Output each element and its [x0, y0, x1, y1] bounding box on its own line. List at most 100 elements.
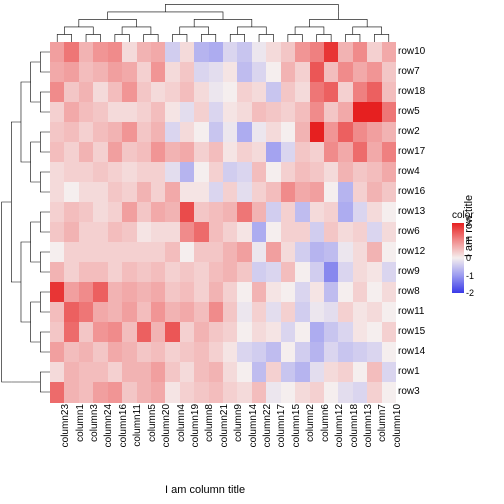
heatmap-cell [93, 322, 108, 343]
heatmap-cell [237, 62, 252, 83]
heatmap-cell [151, 302, 166, 323]
heatmap-cell [64, 302, 79, 323]
heatmap-cell [151, 162, 166, 183]
heatmap-cell [108, 182, 123, 203]
heatmap-cell [122, 62, 137, 83]
row-label: row6 [398, 226, 420, 237]
col-label: column8 [204, 404, 215, 460]
heatmap-cell [338, 342, 353, 363]
heatmap-cell [122, 122, 137, 143]
heatmap-cell [194, 382, 209, 403]
row-label: row12 [398, 246, 425, 257]
heatmap-cell [382, 322, 397, 343]
heatmap-cell [324, 162, 339, 183]
heatmap-cell [108, 142, 123, 163]
heatmap-cell [367, 222, 382, 243]
heatmap-cell [310, 42, 325, 63]
col-label: column9 [233, 404, 244, 460]
heatmap-cell [180, 62, 195, 83]
heatmap-cell [310, 242, 325, 263]
col-dendrogram [50, 0, 396, 42]
heatmap-cell [209, 242, 224, 263]
heatmap-cell [310, 282, 325, 303]
heatmap-cell [64, 262, 79, 283]
heatmap-cell [93, 382, 108, 403]
heatmap-cell [353, 242, 368, 263]
col-label: column6 [320, 404, 331, 460]
heatmap-cell [367, 142, 382, 163]
heatmap-cell [122, 202, 137, 223]
heatmap-cell [367, 282, 382, 303]
heatmap-cell [151, 142, 166, 163]
heatmap-cell [252, 362, 267, 383]
heatmap-cell [310, 202, 325, 223]
heatmap-cell [223, 122, 238, 143]
heatmap-cell [180, 282, 195, 303]
heatmap-cell [79, 222, 94, 243]
heatmap-cell [237, 322, 252, 343]
heatmap-cell [367, 202, 382, 223]
heatmap-cell [310, 262, 325, 283]
heatmap-cell [367, 322, 382, 343]
heatmap-cell [252, 382, 267, 403]
heatmap-cell [79, 322, 94, 343]
col-label: column4 [176, 404, 187, 460]
heatmap-cell [93, 102, 108, 123]
heatmap-cell [108, 62, 123, 83]
heatmap-cell [353, 322, 368, 343]
heatmap-cell [79, 162, 94, 183]
heatmap-cell [266, 102, 281, 123]
heatmap-cell [108, 282, 123, 303]
heatmap-cell [64, 42, 79, 63]
heatmap-cell [353, 262, 368, 283]
heatmap-cell [266, 82, 281, 103]
heatmap-cell [50, 242, 65, 263]
heatmap-cell [295, 182, 310, 203]
heatmap-cell [64, 142, 79, 163]
heatmap-cell [338, 302, 353, 323]
heatmap-cell [122, 222, 137, 243]
heatmap-cell [64, 122, 79, 143]
heatmap-grid [50, 42, 396, 402]
heatmap-cell [108, 222, 123, 243]
heatmap-cell [252, 162, 267, 183]
heatmap-cell [353, 142, 368, 163]
heatmap-cell [382, 182, 397, 203]
heatmap-cell [93, 142, 108, 163]
heatmap-cell [50, 162, 65, 183]
heatmap-cell [338, 62, 353, 83]
heatmap-cell [223, 162, 238, 183]
heatmap-cell [209, 122, 224, 143]
heatmap-cell [50, 142, 65, 163]
heatmap-cell [324, 142, 339, 163]
heatmap-cell [353, 82, 368, 103]
heatmap-cell [252, 242, 267, 263]
heatmap-cell [295, 382, 310, 403]
heatmap-cell [50, 262, 65, 283]
heatmap-cell [252, 302, 267, 323]
heatmap-cell [266, 382, 281, 403]
heatmap-cell [108, 262, 123, 283]
heatmap-cell [209, 62, 224, 83]
heatmap-cell [108, 322, 123, 343]
legend-tick: -1 [466, 271, 474, 281]
heatmap-cell [93, 82, 108, 103]
heatmap-cell [237, 342, 252, 363]
heatmap-cell [137, 142, 152, 163]
heatmap-cell [266, 142, 281, 163]
col-label: column3 [89, 404, 100, 460]
heatmap-cell [281, 342, 296, 363]
heatmap-cell [194, 202, 209, 223]
heatmap-cell [194, 142, 209, 163]
col-label: column23 [60, 404, 71, 460]
heatmap-cell [180, 362, 195, 383]
heatmap-cell [237, 82, 252, 103]
heatmap-cell [223, 102, 238, 123]
heatmap-cell [252, 102, 267, 123]
heatmap-cell [237, 362, 252, 383]
heatmap-cell [338, 162, 353, 183]
col-label: column15 [291, 404, 302, 460]
heatmap-cell [151, 362, 166, 383]
heatmap-cell [50, 42, 65, 63]
col-label: column2 [305, 404, 316, 460]
